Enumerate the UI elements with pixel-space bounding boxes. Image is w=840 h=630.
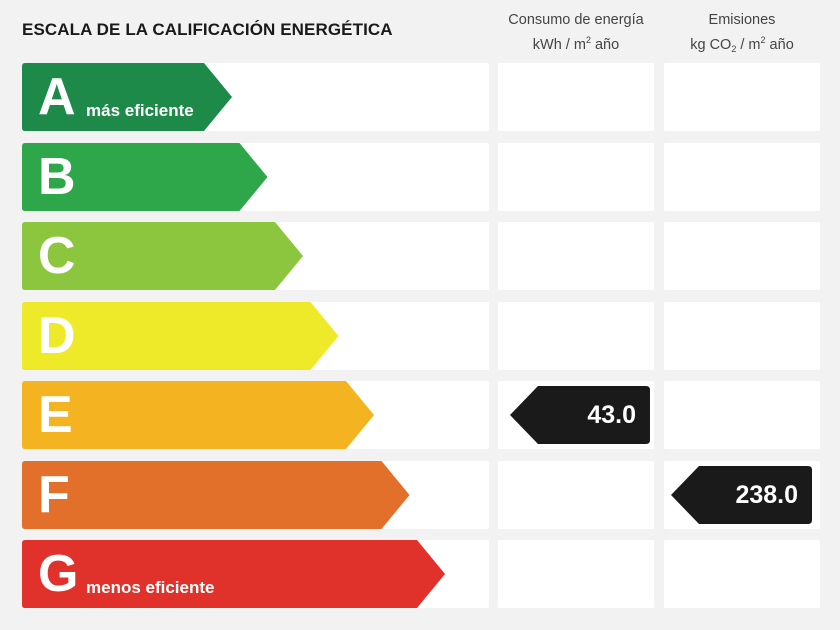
- emissions-cell: [664, 540, 820, 608]
- band-arrow-shape: [22, 301, 339, 370]
- marker-arrow-shape: [510, 386, 650, 444]
- energy-class-band-e: E: [22, 381, 374, 449]
- scale-title: ESCALA DE LA CALIFICACIÓN ENERGÉTICA: [22, 20, 393, 39]
- band-arrow-shape: [22, 222, 303, 290]
- rating-row-b: B: [0, 142, 840, 211]
- emissions-cell: [664, 222, 820, 290]
- class-letter: G: [38, 545, 79, 603]
- marker-value: 238.0: [735, 480, 798, 509]
- energy-class-band-d: D: [22, 301, 339, 370]
- marker-arrow-shape: [671, 465, 812, 524]
- class-note: menos eficiente: [86, 578, 215, 597]
- consumption-header-line1: Consumo de energía: [508, 12, 644, 28]
- emissions-rating-marker: 238.0: [671, 465, 812, 524]
- band-arrow-shape: [22, 381, 374, 449]
- consumption-cell: [498, 222, 654, 290]
- consumption-column-header: Consumo de energía kWh / m2 año: [498, 10, 654, 55]
- rating-row-d: D: [0, 301, 840, 370]
- class-letter: C: [38, 227, 76, 285]
- rating-row-f: F 238.0: [0, 460, 840, 529]
- consumption-header-line2: kWh / m2 año: [532, 35, 620, 53]
- energy-class-band-c: C: [22, 222, 303, 290]
- band-arrow-shape: [22, 142, 268, 211]
- class-letter: B: [38, 147, 76, 206]
- emissions-header-line2: kg CO2 / m2 año: [690, 35, 794, 54]
- consumption-cell: [498, 142, 654, 211]
- class-letter: A: [38, 68, 76, 126]
- band-arrow-shape: [22, 540, 445, 608]
- emissions-cell: [664, 63, 820, 131]
- class-note: más eficiente: [86, 101, 194, 120]
- rating-row-e: E 43.0: [0, 381, 840, 449]
- rating-row-c: C: [0, 222, 840, 290]
- marker-value: 43.0: [587, 401, 636, 429]
- class-letter: F: [38, 465, 70, 524]
- emissions-cell: [664, 301, 820, 370]
- consumption-rating-marker: 43.0: [510, 386, 650, 444]
- consumption-cell: [498, 540, 654, 608]
- consumption-cell: [498, 301, 654, 370]
- consumption-cell: [498, 460, 654, 529]
- emissions-column-header: Emisiones kg CO2 / m2 año: [664, 10, 820, 59]
- class-letter: E: [38, 386, 73, 444]
- emissions-cell: [664, 142, 820, 211]
- band-arrow-shape: [22, 460, 410, 529]
- energy-class-band-f: F: [22, 460, 410, 529]
- class-letter: D: [38, 306, 76, 365]
- consumption-cell: [498, 63, 654, 131]
- band-arrow-shape: [22, 63, 232, 131]
- energy-class-band-b: B: [22, 142, 268, 211]
- emissions-cell: [664, 381, 820, 449]
- emissions-header-line1: Emisiones: [708, 12, 776, 28]
